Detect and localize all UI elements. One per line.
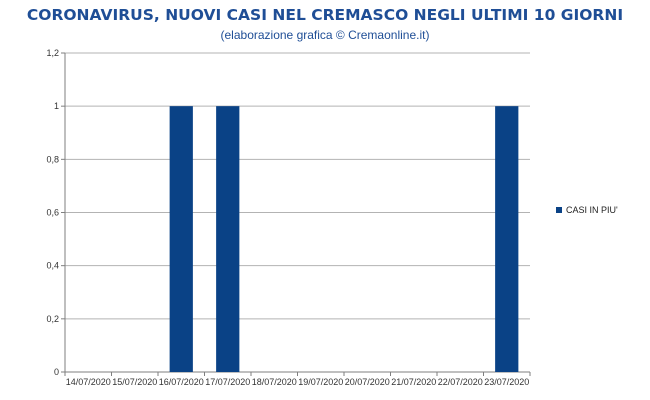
y-tick-label: 0,2 bbox=[46, 314, 59, 324]
y-tick-label: 0,4 bbox=[46, 261, 59, 271]
legend-swatch bbox=[556, 207, 562, 213]
bar bbox=[495, 106, 519, 373]
x-tick-label: 15/07/2020 bbox=[112, 377, 157, 387]
y-tick-label: 0,6 bbox=[46, 208, 59, 218]
x-tick-label: 17/07/2020 bbox=[205, 377, 250, 387]
x-tick-label: 22/07/2020 bbox=[438, 377, 483, 387]
x-tick-label: 20/07/2020 bbox=[345, 377, 390, 387]
bar bbox=[216, 106, 240, 373]
x-tick-label: 16/07/2020 bbox=[159, 377, 204, 387]
x-tick-label: 18/07/2020 bbox=[252, 377, 297, 387]
x-tick-label: 14/07/2020 bbox=[66, 377, 111, 387]
chart-subtitle: (elaborazione grafica © Cremaonline.it) bbox=[220, 28, 430, 42]
legend-label: CASI IN PIU' bbox=[566, 205, 618, 215]
bar bbox=[169, 106, 193, 373]
y-tick-label: 0,8 bbox=[46, 154, 59, 164]
x-tick-label: 23/07/2020 bbox=[484, 377, 529, 387]
chart-title: CORONAVIRUS, NUOVI CASI NEL CREMASCO NEG… bbox=[26, 6, 624, 24]
y-tick-label: 0 bbox=[54, 367, 59, 377]
y-tick-label: 1 bbox=[54, 101, 59, 111]
x-tick-label: 21/07/2020 bbox=[391, 377, 436, 387]
x-tick-label: 19/07/2020 bbox=[298, 377, 343, 387]
legend: CASI IN PIU' bbox=[556, 205, 618, 215]
y-tick-label: 1,2 bbox=[46, 48, 59, 58]
